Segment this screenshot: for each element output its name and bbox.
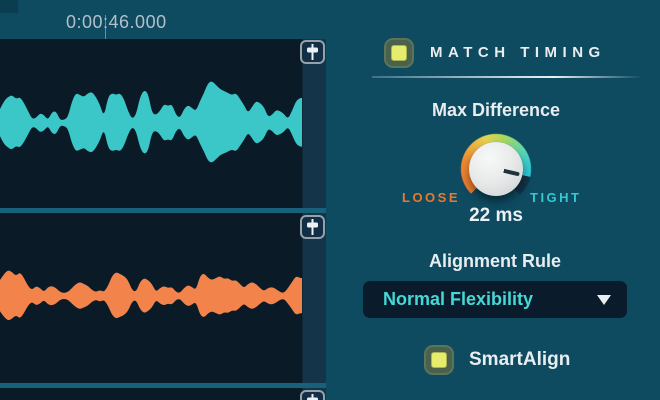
- waveform-track-2: [0, 270, 302, 321]
- fader-icon: [307, 44, 318, 60]
- max-difference-knob[interactable]: [455, 128, 537, 210]
- timeline-tick: [105, 15, 106, 39]
- audio-track-3[interactable]: [0, 388, 326, 400]
- track-2-control-strip: [302, 213, 326, 383]
- track-1-fader-button[interactable]: [300, 40, 325, 64]
- smartalign-label: SmartAlign: [469, 349, 571, 370]
- track-divider: [0, 383, 326, 388]
- track-1-control-strip: [302, 39, 326, 208]
- track-3-fader-button[interactable]: [300, 390, 325, 400]
- timeline-time-label: 0:00:46.000: [66, 12, 167, 32]
- track-divider: [0, 208, 326, 213]
- tight-label: TIGHT: [530, 190, 582, 205]
- fader-icon: [307, 219, 318, 235]
- alignment-rule-selected: Normal Flexibility: [383, 289, 534, 309]
- fader-icon: [307, 394, 318, 400]
- audio-track-2[interactable]: [0, 213, 326, 383]
- waveform-track-1: [0, 81, 302, 163]
- loose-label: LOOSE: [402, 190, 461, 205]
- smartalign-checkbox[interactable]: [424, 345, 454, 375]
- match-timing-checkbox[interactable]: [384, 38, 414, 68]
- header-divider: [372, 76, 648, 78]
- alignment-rule-dropdown[interactable]: Normal Flexibility: [363, 281, 627, 318]
- knob-pointer: [495, 167, 520, 177]
- match-timing-title: MATCH TIMING: [430, 44, 606, 61]
- max-difference-value: 22 ms: [469, 205, 523, 226]
- corner-block: [0, 0, 18, 13]
- alignment-rule-label: Alignment Rule: [428, 251, 561, 271]
- dropdown-arrow-icon: [597, 295, 611, 305]
- track-2-fader-button[interactable]: [300, 215, 325, 239]
- knob-face: [469, 142, 523, 196]
- timeline-ruler[interactable]: 0:00:46.000: [0, 0, 326, 39]
- track-3-background: [0, 388, 302, 400]
- max-difference-label: Max Difference: [431, 100, 561, 120]
- checkbox-check-icon: [391, 45, 407, 61]
- audio-track-1[interactable]: [0, 39, 326, 208]
- checkbox-check-icon: [431, 352, 447, 368]
